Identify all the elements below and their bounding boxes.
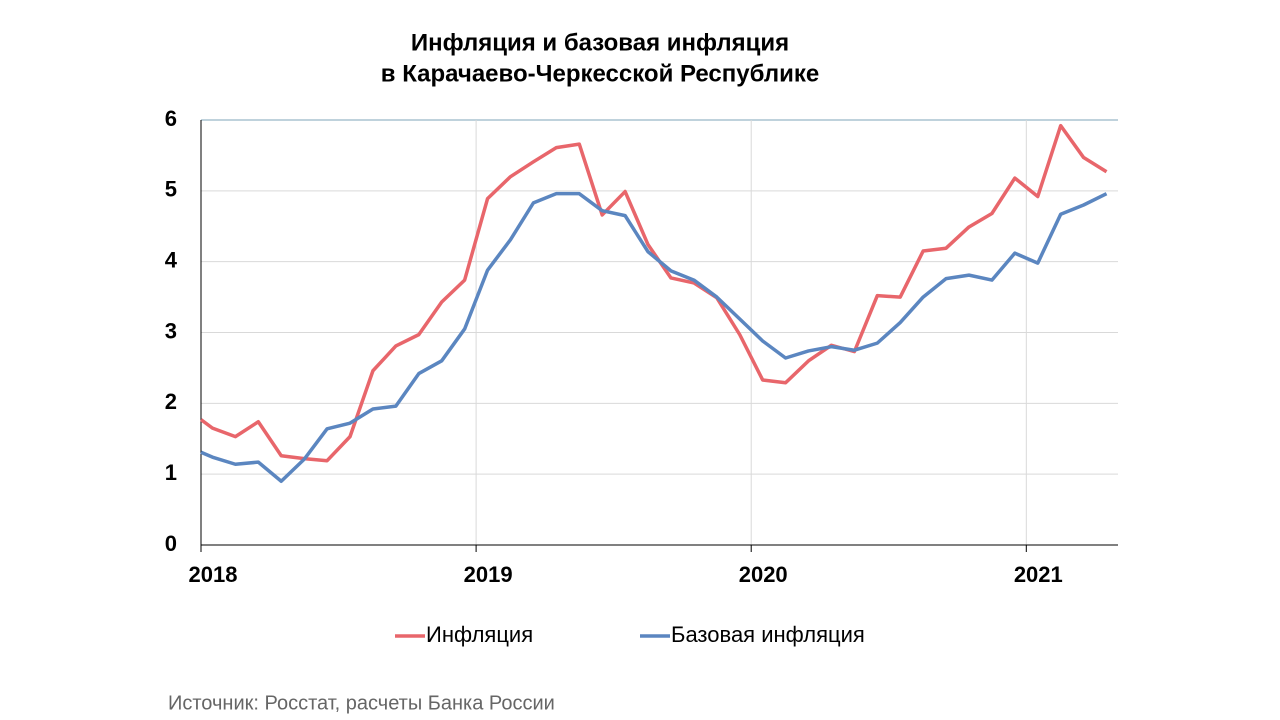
- chart-title: Инфляция и базовая инфляция: [411, 29, 789, 56]
- source-note: Источник: Росстат, расчеты Банка России: [168, 692, 555, 714]
- y-tick-label: 4: [165, 247, 178, 272]
- legend-label: Инфляция: [426, 622, 533, 647]
- y-tick-label: 0: [165, 531, 177, 556]
- y-tick-label: 5: [165, 177, 177, 202]
- chart-title: в Карачаево-Черкесской Республике: [381, 60, 819, 87]
- x-tick-label: 2019: [464, 562, 513, 587]
- y-tick-label: 6: [165, 106, 177, 131]
- x-tick-label: 2021: [1014, 562, 1063, 587]
- series-line: [200, 191, 1108, 483]
- y-tick-label: 3: [165, 318, 177, 343]
- x-tick-label: 2020: [739, 562, 788, 587]
- series-line: [199, 123, 1108, 463]
- legend-label: Базовая инфляция: [671, 622, 865, 647]
- y-tick-label: 1: [165, 460, 177, 485]
- x-tick-label: 2018: [189, 562, 238, 587]
- y-tick-label: 2: [165, 389, 177, 414]
